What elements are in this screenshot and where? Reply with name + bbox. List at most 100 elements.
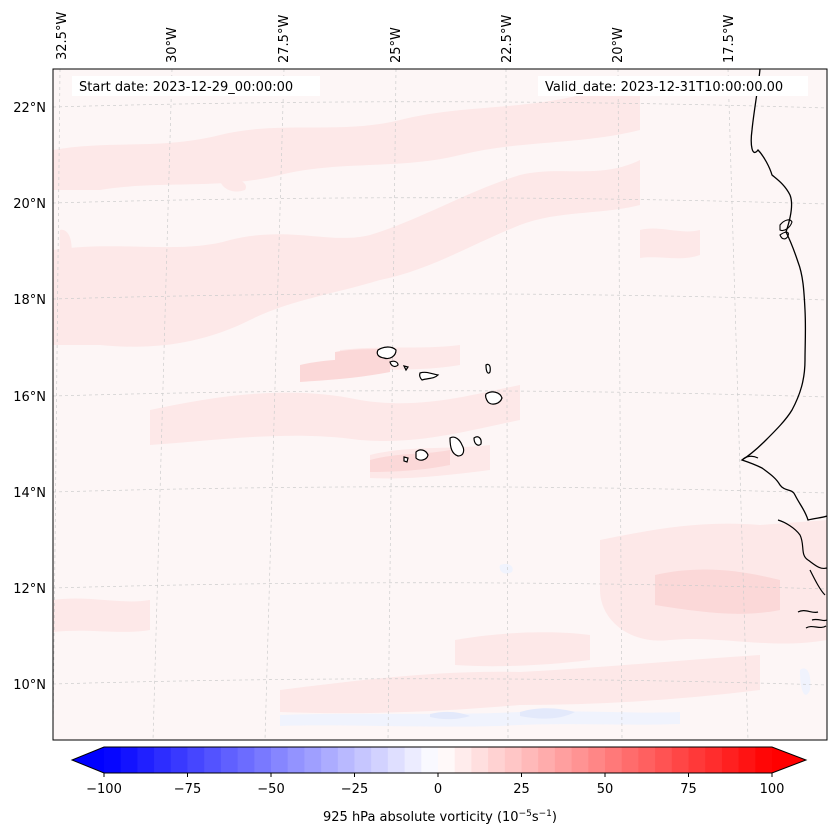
- colorbar-cell: [538, 747, 556, 773]
- gridline-lat-18: [53, 293, 827, 301]
- gridline-lat-22: [53, 101, 827, 109]
- africa-coastline-gambia: [777, 519, 827, 570]
- lat-label: 22°N: [13, 101, 46, 116]
- lat-label: 12°N: [13, 582, 46, 597]
- graticule: [53, 69, 827, 740]
- colorbar-cell: [521, 747, 539, 773]
- lat-labels: 22°N 20°N 18°N 16°N 14°N 12°N 10°N: [13, 101, 46, 693]
- dakar-peninsula: [741, 455, 759, 461]
- colorbar-cell: [187, 747, 205, 773]
- colorbar-cell: [304, 747, 322, 773]
- colorbar-cell: [755, 747, 773, 773]
- colorbar-cell: [554, 747, 573, 773]
- lat-label: 18°N: [13, 293, 46, 308]
- colorbar-cell: [705, 747, 723, 773]
- colorbar-cell: [671, 747, 689, 773]
- colorbar-cell: [387, 747, 406, 773]
- gridline-lon-30: [152, 69, 173, 740]
- colorbar-cell: [237, 747, 255, 773]
- sao-nicolau: [419, 371, 440, 381]
- santa-luzia: [402, 365, 409, 372]
- fogo: [415, 449, 429, 461]
- colorbar-extend-low: [72, 747, 104, 773]
- lon-label: 25°W: [389, 27, 404, 63]
- colorbar-cell: [638, 747, 656, 773]
- colorbar-cell: [721, 747, 740, 773]
- colorbar-cell: [371, 747, 389, 773]
- gridline-lon-32.5: [53, 69, 61, 740]
- colorbar-tick-label: −25: [341, 782, 368, 797]
- colorbar-label-exp2: −1: [539, 809, 552, 819]
- coastal-island-1: [779, 219, 793, 240]
- colorbar-tick-label: 0: [434, 782, 442, 797]
- sao-vicente: [389, 360, 399, 368]
- gridline-lat-14: [53, 486, 827, 494]
- colorbar-cell: [287, 747, 305, 773]
- gridline-lat-10: [53, 678, 827, 686]
- colorbar-cell: [738, 747, 756, 773]
- colorbar-cell: [120, 747, 138, 773]
- vorticity-field-strong: [300, 348, 780, 614]
- colorbar-tick-label: −75: [174, 782, 201, 797]
- colorbar-cell: [337, 747, 355, 773]
- colorbar-cell: [354, 747, 372, 773]
- colorbar-tick-label: −100: [86, 782, 122, 797]
- gridline-lat-16: [53, 390, 827, 398]
- colorbar-cell: [104, 747, 122, 773]
- colorbar-cell: [504, 747, 522, 773]
- colorbar-cell: [421, 747, 439, 773]
- boa-vista: [485, 391, 503, 405]
- colorbar-ticks: −100 −75 −50 −25 0 25 50 75 100: [86, 773, 784, 797]
- colorbar-cell: [571, 747, 589, 773]
- colorbar-cell: [605, 747, 623, 773]
- colorbar-cell: [271, 747, 289, 773]
- colorbar-cell: [621, 747, 639, 773]
- colorbar-cell: [321, 747, 339, 773]
- lon-label: 22.5°W: [500, 15, 515, 63]
- colorbar-tick-label: 75: [680, 782, 697, 797]
- colorbar-cell: [471, 747, 489, 773]
- vorticity-field-negative: [280, 563, 811, 727]
- cape-verde-islands: [376, 346, 503, 463]
- start-date-box: [72, 76, 320, 96]
- colorbar-label-main: 925 hPa absolute vorticity (10: [323, 810, 519, 825]
- gridline-lat-20: [53, 197, 827, 205]
- colorbar-cell: [154, 747, 172, 773]
- lon-label: 20°W: [611, 27, 626, 63]
- maio: [473, 436, 482, 446]
- colorbar-label: 925 hPa absolute vorticity (10−5s−1): [323, 809, 557, 825]
- colorbar-cell: [220, 747, 239, 773]
- colorbar-cell: [488, 747, 506, 773]
- colorbar-cell: [137, 747, 155, 773]
- colorbar-cell: [588, 747, 606, 773]
- colorbar-cell: [170, 747, 188, 773]
- valid-date-label: Valid_date: 2023-12-31T10:00:00.00: [545, 80, 783, 95]
- valid-date-box: [538, 76, 808, 96]
- colorbar-cell: [655, 747, 673, 773]
- sal: [485, 363, 491, 374]
- lat-label: 20°N: [13, 197, 46, 212]
- lon-label: 17.5°W: [722, 15, 737, 63]
- africa-coastline-guinea: [797, 569, 827, 629]
- gridline-lat-12: [53, 582, 827, 590]
- gridline-lon-22.5: [505, 69, 509, 740]
- gridline-lon-25: [387, 69, 397, 740]
- colorbar-cell: [688, 747, 706, 773]
- colorbar-cell: [404, 747, 422, 773]
- gridline-lon-20: [617, 69, 623, 740]
- santo-antao: [376, 346, 397, 360]
- colorbar-tick-label: 25: [513, 782, 530, 797]
- brava: [403, 456, 409, 463]
- santiago: [449, 436, 465, 457]
- colorbar-label-mid: s: [532, 810, 539, 825]
- lon-label: 27.5°W: [277, 15, 292, 63]
- colorbar-tick-label: 100: [760, 782, 785, 797]
- map-frame: [52, 68, 828, 741]
- colorbar-cells: [72, 747, 806, 773]
- colorbar-cell: [454, 747, 472, 773]
- colorbar-tick-label: −50: [257, 782, 284, 797]
- lon-label: 30°W: [165, 27, 180, 63]
- colorbar-cell: [254, 747, 272, 773]
- africa-coastline: [740, 69, 827, 521]
- colorbar-cell: [438, 747, 456, 773]
